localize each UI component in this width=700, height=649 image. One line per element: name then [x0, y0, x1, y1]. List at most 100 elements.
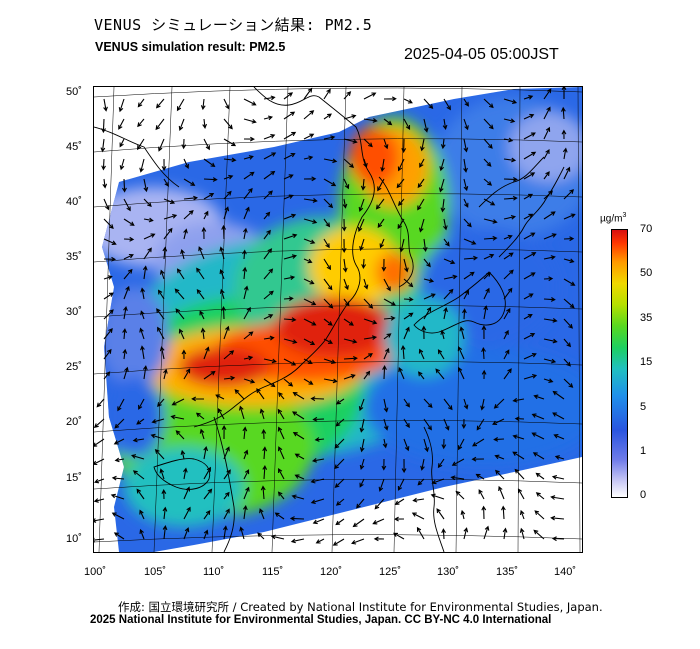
wind-arrow — [419, 158, 425, 168]
wind-arrow — [543, 211, 556, 220]
wind-arrow — [283, 317, 297, 323]
wind-arrow — [430, 493, 445, 500]
wind-arrow — [323, 218, 331, 228]
wind-arrow — [463, 218, 472, 228]
wind-arrow — [94, 518, 105, 523]
wind-arrow — [463, 138, 469, 153]
wind-arrow — [323, 258, 331, 271]
wind-arrow — [442, 218, 448, 231]
wind-arrow — [363, 158, 368, 168]
wind-arrow — [423, 293, 436, 300]
wind-arrow — [243, 98, 257, 106]
wind-arrow — [550, 515, 565, 521]
wind-arrow — [114, 418, 125, 429]
wind-arrow — [481, 325, 487, 340]
colorbar — [611, 229, 628, 498]
wind-arrow — [103, 198, 110, 211]
wind-arrow — [440, 329, 446, 340]
wind-arrow — [111, 512, 125, 520]
wind-arrow — [523, 352, 537, 360]
wind-arrow — [101, 118, 106, 134]
wind-arrow — [140, 345, 145, 360]
wind-arrow — [563, 166, 571, 180]
wind-arrow — [242, 504, 248, 520]
wind-arrow — [263, 229, 271, 240]
wind-arrow — [203, 138, 210, 151]
wind-arrow — [543, 126, 551, 140]
wind-arrow — [523, 333, 536, 340]
wind-arrow — [483, 235, 498, 241]
wind-arrow — [363, 298, 374, 309]
timestamp: 2025-04-05 05:00JST — [404, 46, 559, 63]
license-line: 2025 National Institute for Environmenta… — [90, 614, 552, 626]
wind-arrow — [383, 333, 392, 340]
wind-arrow — [303, 110, 315, 120]
wind-arrow — [343, 91, 352, 100]
wind-arrow — [283, 92, 294, 100]
wind-arrow — [512, 397, 525, 403]
wind-arrow — [283, 338, 298, 344]
wind-arrow — [123, 285, 130, 300]
wind-arrow — [113, 532, 125, 540]
wind-arrow — [263, 115, 274, 121]
title-japanese: VENUS シミュレーション結果: PM2.5 — [94, 16, 373, 34]
wind-arrow — [323, 88, 331, 100]
wind-arrow — [363, 318, 378, 325]
wind-arrow — [562, 147, 568, 160]
wind-arrow — [195, 412, 205, 420]
wind-arrow — [551, 474, 565, 480]
wind-arrow — [182, 467, 188, 480]
lat-label: 35˚ — [66, 251, 82, 263]
wind-arrow — [181, 349, 187, 360]
wind-arrow — [221, 424, 227, 440]
wind-arrow — [118, 98, 125, 113]
wind-arrow — [178, 118, 185, 131]
wind-arrow — [311, 457, 325, 463]
wind-arrow — [142, 265, 148, 280]
wind-arrow — [283, 152, 296, 160]
wind-arrow — [303, 155, 314, 161]
wind-arrow — [243, 118, 257, 124]
wind-arrow — [170, 414, 185, 420]
wind-arrow — [303, 358, 313, 364]
wind-arrow — [358, 198, 365, 212]
wind-arrow — [242, 249, 247, 260]
wind-arrow — [294, 474, 305, 480]
wind-arrow — [343, 178, 350, 190]
wind-arrow — [423, 438, 429, 453]
wind-arrow — [417, 178, 425, 189]
wind-arrow — [283, 275, 296, 281]
wind-arrow — [262, 446, 268, 460]
wind-arrow — [403, 312, 414, 320]
wind-arrow — [451, 458, 465, 466]
wind-arrow — [523, 193, 534, 200]
wind-arrow — [443, 306, 448, 320]
wind-arrow — [303, 378, 314, 385]
wind-arrow — [303, 238, 316, 245]
wind-arrow — [219, 288, 225, 300]
title-english: VENUS simulation result: PM2.5 — [95, 40, 286, 54]
wind-arrow — [523, 232, 536, 240]
wind-arrow — [122, 348, 128, 360]
wind-arrow — [343, 374, 356, 380]
wind-arrow — [393, 516, 405, 522]
pm25-map — [94, 87, 582, 552]
wind-arrow — [196, 288, 205, 300]
wind-arrow — [223, 446, 230, 460]
wind-arrow — [519, 509, 525, 520]
wind-arrow — [315, 538, 325, 544]
wind-arrow — [257, 532, 265, 540]
wind-arrow — [423, 118, 429, 133]
wind-arrow — [136, 138, 145, 151]
wind-arrow — [512, 451, 525, 460]
wind-arrow — [359, 478, 365, 488]
wind-arrow — [351, 538, 365, 545]
wind-arrow — [163, 198, 176, 204]
wind-arrow — [543, 318, 558, 323]
wind-arrow — [277, 426, 285, 440]
wind-arrow — [443, 398, 453, 411]
wind-arrow — [523, 132, 536, 140]
wind-arrow — [503, 307, 511, 320]
wind-arrow — [201, 226, 207, 240]
wind-arrow — [263, 268, 274, 280]
